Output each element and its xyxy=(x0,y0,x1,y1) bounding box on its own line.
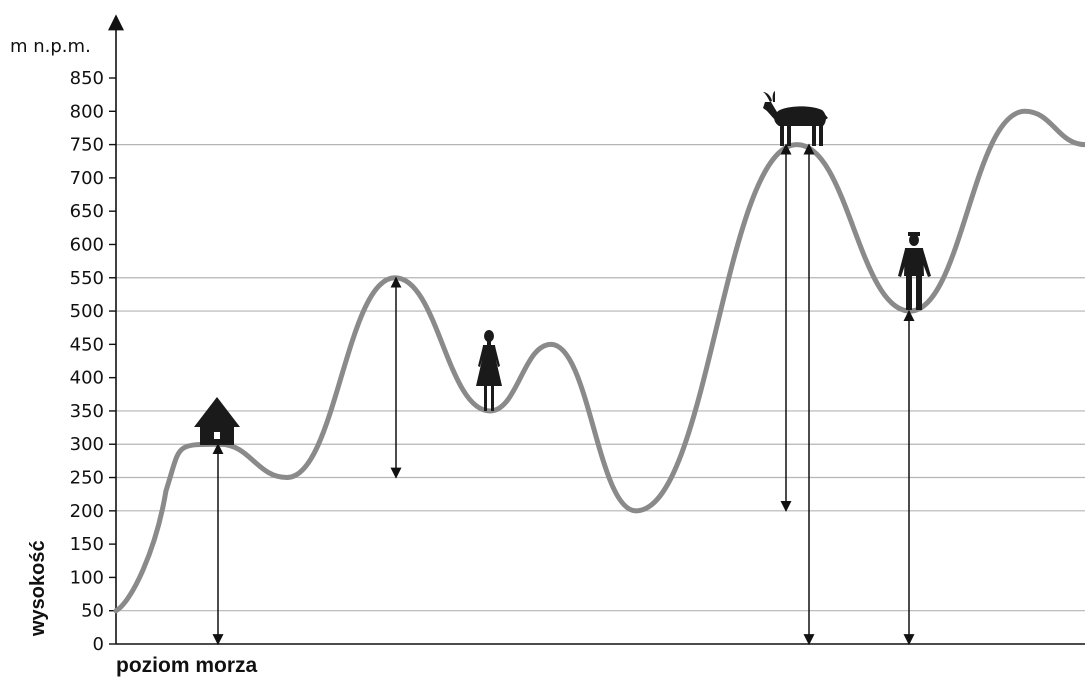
grid-lines xyxy=(116,143,1085,612)
y-tick-label: 700 xyxy=(70,168,104,189)
house-icon xyxy=(194,397,240,445)
y-tick-label: 150 xyxy=(70,534,104,555)
y-tick-label: 800 xyxy=(70,101,104,122)
x-axis-label: poziom morza xyxy=(116,654,257,677)
y-tick-label: 650 xyxy=(70,201,104,222)
y-tick-label: 250 xyxy=(70,468,104,489)
y-tick-label: 500 xyxy=(70,301,104,322)
y-axis-label: wysokość xyxy=(27,540,49,637)
y-tick-label: 300 xyxy=(70,434,104,455)
y-tick-label: 200 xyxy=(70,501,104,522)
y-tick-label: 100 xyxy=(70,567,104,588)
y-tick-label: 850 xyxy=(70,68,104,89)
height-arrows xyxy=(212,143,915,646)
mountain-goat-icon xyxy=(763,91,828,146)
y-tick-label: 350 xyxy=(70,401,104,422)
y-tick-label: 750 xyxy=(70,135,104,156)
y-tick-label: 550 xyxy=(70,268,104,289)
y-tick-label: 450 xyxy=(70,334,104,355)
y-tick-label: 600 xyxy=(70,234,104,255)
y-axis-ticks: 0 50 100 150 200 250 300 350 400 450 500 550 600 650 7… xyxy=(70,68,116,655)
y-tick-label: 0 xyxy=(93,634,104,655)
y-tick-label: 400 xyxy=(70,368,104,389)
man-silhouette-icon xyxy=(898,232,931,310)
y-tick-label: 50 xyxy=(81,601,104,622)
woman-silhouette-icon xyxy=(476,330,502,411)
terrain-profile xyxy=(113,108,1085,614)
unit-label: m n.p.m. xyxy=(10,36,91,57)
